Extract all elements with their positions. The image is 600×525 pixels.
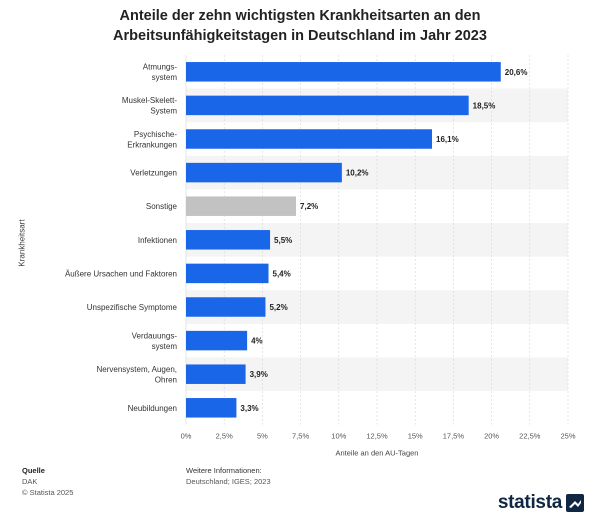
value-label: 16,1% <box>436 135 459 144</box>
bar-chart: 0% 2,5% 5% 7,5% 10% 12,5% 15% 17,5% 20% 22,5% 25% A… <box>65 55 576 458</box>
category-label: Muskel-Skelett-System <box>122 96 177 116</box>
value-label: 18,5% <box>473 101 496 110</box>
statista-logo[interactable]: statista <box>498 492 584 514</box>
category-label: Äußere Ursachen und Faktoren <box>65 269 177 278</box>
x-tick-label: 25% <box>560 432 575 441</box>
x-tick-label: 20% <box>484 432 499 441</box>
value-label: 5,2% <box>269 303 287 312</box>
x-tick-label: 0% <box>181 432 192 441</box>
bar <box>186 162 342 183</box>
bar <box>186 196 297 216</box>
copyright-text: © Statista 2025 <box>22 488 74 497</box>
bar <box>186 62 501 82</box>
x-tick-label: 17,5% <box>443 432 465 441</box>
info-text: Deutschland; IGES; 2023 <box>186 477 271 486</box>
value-label: 20,6% <box>505 68 528 77</box>
x-axis-label: Anteile an den AU-Tagen <box>336 449 419 458</box>
bar <box>186 129 433 149</box>
brand-name: statista <box>497 492 562 513</box>
bar <box>186 330 248 351</box>
x-tick-label: 12,5% <box>366 432 388 441</box>
value-label: 10,2% <box>346 169 369 178</box>
value-label: 7,2% <box>300 202 318 211</box>
x-tick-label: 5% <box>257 432 268 441</box>
x-tick-label: 2,5% <box>216 432 233 441</box>
bar <box>186 398 237 418</box>
bar <box>186 297 266 317</box>
bar <box>186 263 269 284</box>
x-tick-label: 10% <box>331 432 346 441</box>
x-tick-label: 22,5% <box>519 432 541 441</box>
value-label: 5,4% <box>273 269 291 278</box>
bar <box>186 95 469 116</box>
source-block: Quelle DAK © Statista 2025 <box>22 465 73 498</box>
info-heading: Weitere Informationen: <box>186 466 262 475</box>
value-label: 3,9% <box>250 370 268 379</box>
bar <box>186 364 246 384</box>
category-label: Verletzungen <box>130 169 177 178</box>
source-heading: Quelle <box>22 466 45 475</box>
category-label: Sonstige <box>146 202 178 211</box>
x-tick-label: 7,5% <box>292 432 309 441</box>
category-label: Atmungs-system <box>143 63 178 83</box>
category-label: Unspezifische Symptome <box>87 303 178 312</box>
category-label: Psychische-Erkrankungen <box>127 130 177 150</box>
statista-mark-icon <box>566 494 584 512</box>
source-text: DAK <box>22 477 38 486</box>
category-label: Nervensystem, Augen, Ohren <box>97 365 177 385</box>
value-label: 4% <box>251 337 263 346</box>
category-label: Infektionen <box>138 236 177 245</box>
category-label: Verdauungs-system <box>132 331 178 351</box>
x-tick-label: 15% <box>408 432 423 441</box>
bar <box>186 230 271 250</box>
info-block: Weitere Informationen: Deutschland; IGES… <box>186 465 271 487</box>
value-label: 3,3% <box>240 404 258 413</box>
category-label: Neubildungen <box>128 404 177 413</box>
chart-title: Anteile der zehn wichtigsten Krankheitsa… <box>113 8 487 44</box>
value-label: 5,5% <box>274 236 292 245</box>
